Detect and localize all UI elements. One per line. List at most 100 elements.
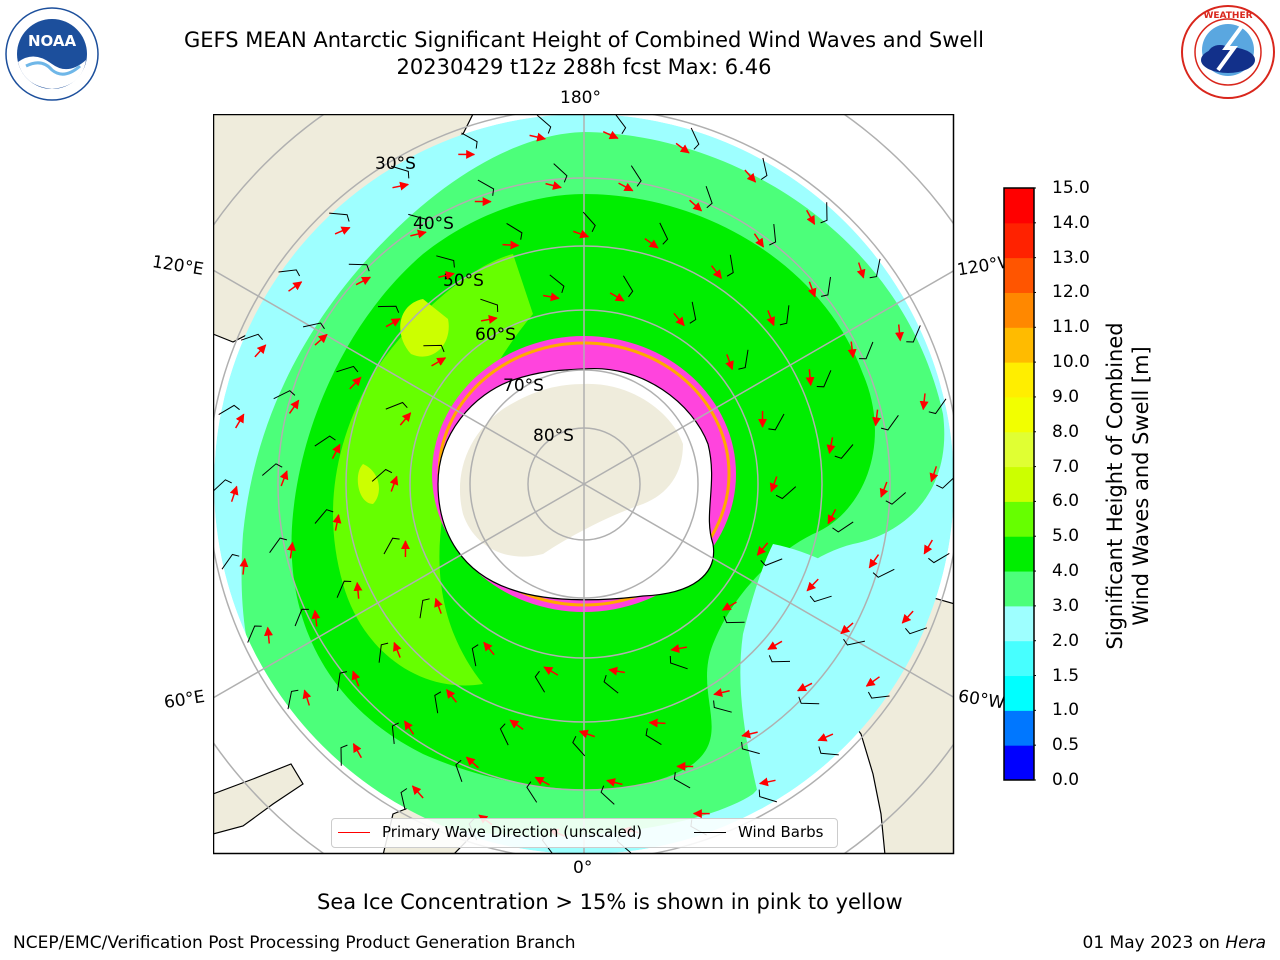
colorbar-block [1004,501,1034,537]
wave-arrow [234,413,245,429]
wind-barb [622,275,634,298]
wind-barb [869,258,881,279]
colorbar-tick-label: 9.0 [1052,386,1080,407]
wave-arrow [434,597,443,614]
wind-barb [885,492,907,505]
sea-ice-note-text: Sea Ice Concentration > 15% is shown in … [317,890,903,914]
wind-barb [689,301,697,324]
chart-subtitle: 20230429 t12z 288h fcst Max: 6.46 [396,55,772,79]
wind-barb [832,521,854,533]
wind-barb [713,700,732,713]
wave-arrow [302,689,312,706]
wind-barb [506,222,523,240]
wave-arrow [392,181,410,191]
wave-arrow [446,689,458,703]
wave-arrow [879,481,889,498]
wind-barb [213,479,232,493]
wave-arrow [229,485,239,502]
wind-barb [340,744,348,766]
wind-barb [378,642,389,663]
colorbar-tick-label: 12.0 [1052,282,1090,303]
lon-label-120e: 120°E [150,252,205,280]
wind-barb [434,691,442,714]
colorbar-tick-label: 8.0 [1052,421,1080,442]
lon-label-60w: 60°W [956,686,1007,714]
lat-label-80s: 80°S [533,426,574,446]
wave-arrow [806,578,819,592]
wave-arrow [480,315,498,324]
wind-barb [600,785,615,805]
wave-arrow [288,399,300,414]
colorbar-label-line2: Wind Waves and Swell [m] [1129,346,1153,626]
colorbar-block [1004,292,1034,328]
wave-arrow [602,130,619,140]
wind-barb [726,254,734,277]
wave-arrow [609,292,625,302]
wave-arrow [872,409,882,427]
wave-arrow [673,312,685,327]
wind-barb [798,696,820,705]
colorbar-block [1004,710,1034,746]
colorbar-block [1004,431,1034,468]
wave-arrow [721,601,737,611]
wind-barb [758,789,778,803]
wave-arrow [901,610,914,624]
wind-barb [669,655,688,670]
wind-barb [536,114,552,134]
wave-arrow [865,676,880,687]
colorbar-block [1004,536,1034,572]
wind-barb [391,722,399,744]
wind-barb [769,224,777,246]
wind-barb [336,365,359,373]
wind-barb [673,772,691,789]
wave-arrow [279,470,289,487]
wind-barb [526,781,538,803]
wave-arrow [254,344,267,358]
wind-barb [480,298,499,313]
wave-arrow [805,369,815,387]
lat-label-40s: 40°S [413,214,454,234]
colorbar-block [1004,675,1034,711]
wind-barb [834,444,854,459]
wave-arrow [389,475,399,492]
noaa-logo: NOAA [5,7,99,101]
contour-6m [357,299,449,504]
wind-barb [261,463,283,476]
legend-line-wave [338,831,370,833]
wave-arrow [288,281,303,292]
wave-arrow [648,718,666,728]
wave-arrow [411,785,424,799]
wind-barb [314,435,336,447]
wave-arrow [744,169,757,183]
wave-arrow [608,666,626,676]
wave-arrow [826,437,836,454]
lat-label-60s: 60°S [475,325,516,345]
colorbar-tick-label: 0.5 [1052,735,1080,756]
wave-arrow [689,199,703,212]
wave-arrow [840,622,854,635]
wind-barb [294,608,309,627]
colorbar-tick-label: 4.0 [1052,561,1080,582]
wave-arrow [758,777,776,787]
wind-barb [455,759,463,782]
wind-barb [247,625,262,643]
wind-barb [400,788,408,811]
wind-barb [723,615,745,624]
wave-arrow [355,276,372,286]
colorbar-tick-label: 6.0 [1052,491,1080,512]
wave-arrow [509,719,524,731]
colorbar-block [1004,466,1034,502]
wave-arrow [542,292,560,302]
wave-arrow [578,729,595,739]
wave-arrow [606,778,623,787]
wind-barb [572,735,586,757]
wave-arrow [644,237,659,249]
wind-barb [423,344,445,353]
wind-barb [278,269,301,277]
wind-barb [705,186,713,209]
wave-arrow [353,581,363,599]
colorbar-tick-label: 3.0 [1052,595,1080,616]
wave-arrow [410,229,427,239]
colorbar-label-line1: Significant Height of Combined [1103,322,1127,650]
wave-arrow [618,182,634,192]
